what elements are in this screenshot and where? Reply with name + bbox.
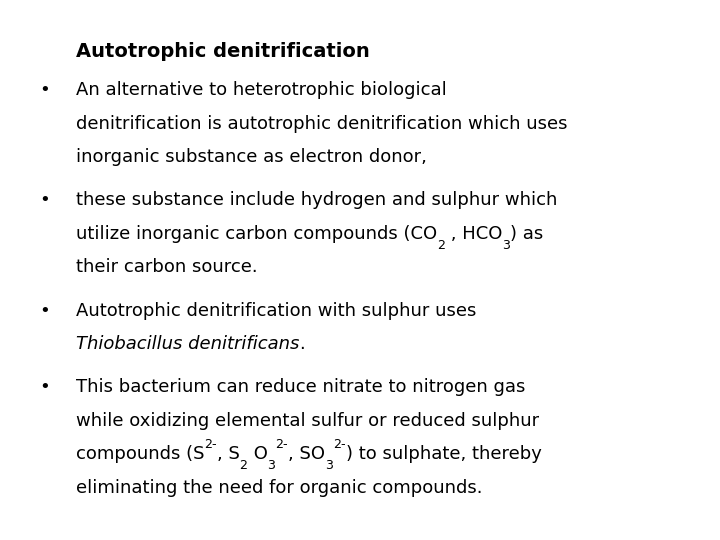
Text: inorganic substance as electron donor,: inorganic substance as electron donor, xyxy=(76,148,426,166)
Text: these substance include hydrogen and sulphur which: these substance include hydrogen and sul… xyxy=(76,191,557,210)
Text: compounds (S: compounds (S xyxy=(76,445,204,463)
Text: 2-: 2- xyxy=(333,438,346,451)
Text: 3: 3 xyxy=(325,459,333,472)
Text: 2: 2 xyxy=(437,239,445,252)
Text: Autotrophic denitrification: Autotrophic denitrification xyxy=(76,42,369,60)
Text: 3: 3 xyxy=(502,239,510,252)
Text: , S: , S xyxy=(217,445,240,463)
Text: eliminating the need for organic compounds.: eliminating the need for organic compoun… xyxy=(76,478,482,497)
Text: their carbon source.: their carbon source. xyxy=(76,258,257,276)
Text: .: . xyxy=(299,335,305,353)
Text: utilize inorganic carbon compounds (CO: utilize inorganic carbon compounds (CO xyxy=(76,225,437,243)
Text: •: • xyxy=(40,191,50,210)
Text: •: • xyxy=(40,378,50,396)
Text: Thiobacillus denitrificans: Thiobacillus denitrificans xyxy=(76,335,299,353)
Text: •: • xyxy=(40,81,50,99)
Text: An alternative to heterotrophic biological: An alternative to heterotrophic biologic… xyxy=(76,81,446,99)
Text: ) as: ) as xyxy=(510,225,544,243)
Text: , SO: , SO xyxy=(288,445,325,463)
Text: This bacterium can reduce nitrate to nitrogen gas: This bacterium can reduce nitrate to nit… xyxy=(76,378,525,396)
Text: denitrification is autotrophic denitrification which uses: denitrification is autotrophic denitrifi… xyxy=(76,114,567,133)
Text: •: • xyxy=(40,301,50,320)
Text: ) to sulphate, thereby: ) to sulphate, thereby xyxy=(346,445,541,463)
Text: 3: 3 xyxy=(267,459,276,472)
Text: Autotrophic denitrification with sulphur uses: Autotrophic denitrification with sulphur… xyxy=(76,301,476,320)
Text: while oxidizing elemental sulfur or reduced sulphur: while oxidizing elemental sulfur or redu… xyxy=(76,411,539,430)
Text: 2-: 2- xyxy=(204,438,217,451)
Text: O: O xyxy=(248,445,267,463)
Text: , HCO: , HCO xyxy=(445,225,502,243)
Text: 2-: 2- xyxy=(276,438,288,451)
Text: 2: 2 xyxy=(240,459,248,472)
